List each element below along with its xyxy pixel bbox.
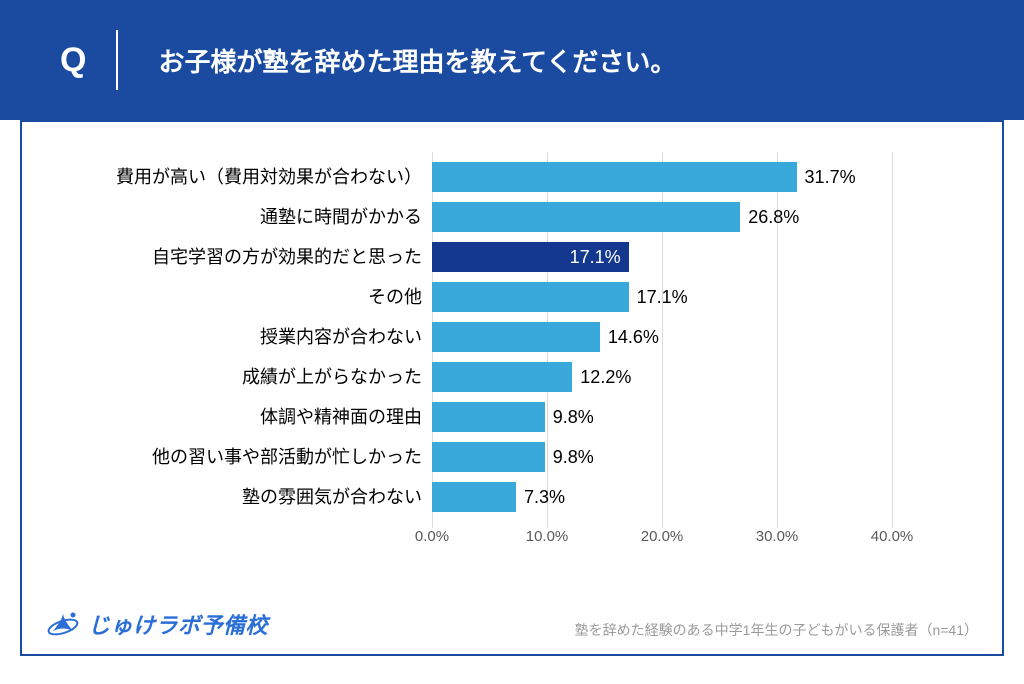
bar [432,362,572,392]
brand-name: じゅけラボ予備校 [88,608,268,640]
category-label: 授業内容が合わない [260,322,432,352]
brand: じゅけラボ予備校 [46,608,268,640]
gridline [892,152,893,522]
category-label: その他 [368,282,432,312]
bar-value-label: 9.8% [553,402,594,432]
bar-value-label: 17.1% [570,242,621,272]
bar [432,402,545,432]
category-label: 自宅学習の方が効果的だと思った [152,242,432,272]
bar [432,322,600,352]
category-label: 費用が高い（費用対効果が合わない） [116,162,432,192]
x-tick-label: 10.0% [526,528,569,545]
x-tick-label: 0.0% [415,528,449,545]
plot-area: 費用が高い（費用対効果が合わない）31.7% 通塾に時間がかかる26.8% 自宅学習… [432,152,892,522]
bar-row: その他17.1% [432,282,892,312]
x-tick-label: 40.0% [871,528,914,545]
category-label: 他の習い事や部活動が忙しかった [152,442,432,472]
category-label: 成績が上がらなかった [242,362,432,392]
bar-row: 成績が上がらなかった12.2% [432,362,892,392]
bar-row: 通塾に時間がかかる26.8% [432,202,892,232]
bar-row: 塾の雰囲気が合わない7.3% [432,482,892,512]
bar-row: 自宅学習の方が効果的だと思った17.1% [432,242,892,272]
header: Q お子様が塾を辞めた理由を教えてください。 [0,0,1024,120]
bar-row: 体調や精神面の理由9.8% [432,402,892,432]
bar [432,482,516,512]
q-badge: Q [60,30,118,90]
bar-value-label: 26.8% [748,202,799,232]
bar-value-label: 31.7% [805,162,856,192]
category-label: 塾の雰囲気が合わない [242,482,432,512]
bar-value-label: 17.1% [637,282,688,312]
bar [432,282,629,312]
bar-row: 授業内容が合わない14.6% [432,322,892,352]
chart-panel: 費用が高い（費用対効果が合わない）31.7%通塾に時間がかかる26.8%自宅学習… [20,120,1004,656]
question-text: お子様が塾を辞めた理由を教えてください。 [118,42,676,79]
footnote: 塾を辞めた経験のある中学1年生の子どもがいる保護者（n=41） [575,620,978,640]
brand-logo-icon [46,609,80,639]
x-axis: 0.0%10.0%20.0%30.0%40.0% [432,522,892,552]
bar-row: 他の習い事や部活動が忙しかった9.8% [432,442,892,472]
bar-value-label: 12.2% [580,362,631,392]
panel-footer: じゅけラボ予備校 塾を辞めた経験のある中学1年生の子どもがいる保護者（n=41） [46,608,978,640]
bar [432,162,797,192]
bar [432,202,740,232]
x-tick-label: 20.0% [641,528,684,545]
bar [432,442,545,472]
x-tick-label: 30.0% [756,528,799,545]
bar-row: 費用が高い（費用対効果が合わない）31.7% [432,162,892,192]
bar-value-label: 7.3% [524,482,565,512]
bar-value-label: 9.8% [553,442,594,472]
category-label: 体調や精神面の理由 [260,402,432,432]
bar-value-label: 14.6% [608,322,659,352]
category-label: 通塾に時間がかかる [260,202,432,232]
